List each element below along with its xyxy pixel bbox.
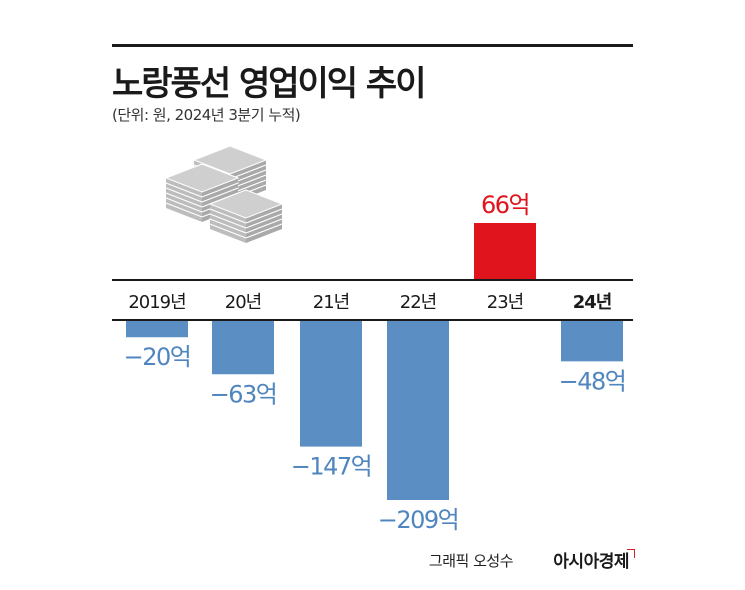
- tick-label-20년: 20년: [225, 292, 261, 313]
- brand-mark-icon: [627, 549, 635, 558]
- chart-title: 노랑풍선 영업이익 추이: [112, 64, 426, 104]
- tick-label-24년: 24년: [573, 292, 612, 313]
- value-labels: −20억 −63억 −147억−209억 66억 −48억: [124, 191, 627, 534]
- value-label-24년: −48억: [559, 367, 626, 395]
- credit-graphic-text: 그래픽 오성수: [428, 552, 514, 570]
- value-label-20년: −63억: [210, 380, 277, 408]
- tick-label-2019년: 2019년: [128, 292, 185, 313]
- tick-label-23년: 23년: [487, 292, 523, 313]
- bar-21년: [300, 320, 362, 447]
- money-stack-icon: [164, 145, 284, 243]
- category-ticks: 2019년 20년 21년 22년 23년 24년: [128, 292, 612, 313]
- chart-subtitle: (단위: 원, 2024년 3분기 누적): [112, 106, 301, 124]
- value-label-23년: 66억: [481, 191, 529, 219]
- credit-graphic: 그래픽 오성수: [428, 550, 514, 571]
- tick-label-22년: 22년: [400, 292, 436, 313]
- bar-22년: [387, 320, 449, 500]
- bar-23년: [474, 223, 536, 280]
- value-label-22년: −209억: [378, 506, 459, 534]
- bar-24년: [561, 320, 623, 362]
- bar-20년: [212, 320, 274, 375]
- value-label-21년: −147억: [291, 453, 372, 481]
- value-label-2019년: −20억: [124, 343, 191, 371]
- bars-group: [126, 223, 623, 500]
- tick-label-21년: 21년: [313, 292, 349, 313]
- bar-2019년: [126, 320, 188, 338]
- brand-logo: 아시아경제: [553, 552, 629, 572]
- top-rule: [112, 44, 633, 47]
